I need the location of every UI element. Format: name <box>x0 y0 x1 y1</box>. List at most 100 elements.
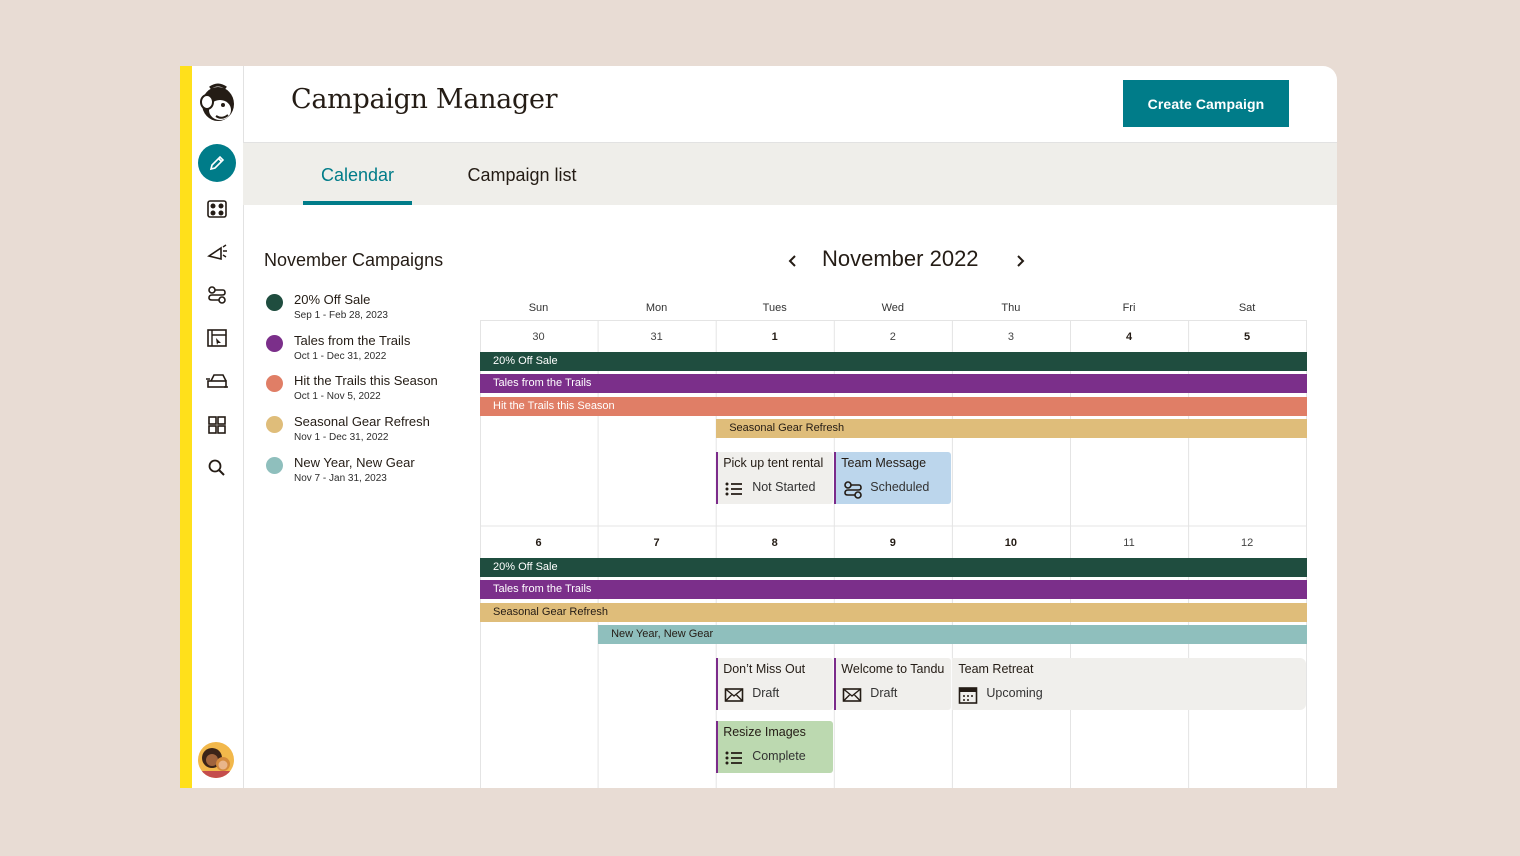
campaign-bar[interactable]: New Year, New Gear <box>598 624 1307 644</box>
campaign-bar[interactable]: Tales from the Trails <box>480 374 1307 394</box>
legend-item-name: 20% Off Sale <box>294 292 371 307</box>
megaphone-icon <box>206 241 228 263</box>
legend-item-dates: Nov 7 - Jan 31, 2023 <box>294 472 387 484</box>
task-title: Resize Images <box>723 725 806 740</box>
task-status: Draft <box>752 686 780 701</box>
task-status: Complete <box>752 749 806 764</box>
legend-item[interactable]: Seasonal Gear Refresh Nov 1 - Dec 31, 202… <box>266 414 466 448</box>
weekday-label: Mon <box>645 302 668 314</box>
weekday-label: Sun <box>528 302 549 314</box>
envelope-icon <box>842 685 862 705</box>
integrations-icon <box>205 370 229 392</box>
legend-color-dot <box>266 456 283 474</box>
next-month-button[interactable] <box>1008 249 1032 273</box>
legend-color-dot <box>266 334 283 352</box>
calendar-date[interactable]: 10 <box>1004 537 1018 549</box>
tab-calendar[interactable]: Calendar <box>303 143 412 205</box>
accent-stripe <box>180 66 192 788</box>
task-title: Welcome to Tandu <box>841 662 945 677</box>
legend-item-dates: Oct 1 - Nov 5, 2022 <box>294 391 381 403</box>
calendar-date[interactable]: 31 <box>650 331 663 343</box>
automation-icon <box>206 284 228 306</box>
calendar-date[interactable]: 1 <box>771 331 778 343</box>
calendar-date[interactable]: 2 <box>889 331 896 343</box>
grid-icon <box>206 414 228 436</box>
weekday-label: Fri <box>1122 302 1136 314</box>
legend-item-name: New Year, New Gear <box>294 454 415 470</box>
campaign-task-card[interactable]: Resize Images Complete <box>716 721 834 774</box>
calendar-date[interactable]: 3 <box>1007 331 1014 343</box>
brand-logo[interactable] <box>196 80 238 126</box>
calendar-icon <box>958 685 978 705</box>
campaign-bar[interactable]: Seasonal Gear Refresh <box>480 602 1307 622</box>
tab-campaign-list[interactable]: Campaign list <box>467 165 577 185</box>
campaign-bar[interactable]: Seasonal Gear Refresh <box>716 418 1307 438</box>
campaign-task-card[interactable]: Don’t Miss Out Draft <box>716 658 834 711</box>
chevron-left-icon <box>788 255 796 267</box>
month-label: November 2022 <box>822 246 979 271</box>
calendar-date[interactable]: 8 <box>771 537 778 549</box>
legend-color-dot <box>266 416 283 434</box>
legend-title: November Campaigns <box>264 250 444 270</box>
campaign-bar[interactable]: 20% Off Sale <box>480 352 1307 371</box>
sidebar <box>192 66 244 788</box>
checklist-icon <box>724 748 744 768</box>
calendar-date[interactable]: 11 <box>1123 537 1135 549</box>
page-title: Campaign Manager <box>291 84 558 115</box>
user-avatar[interactable] <box>198 742 234 778</box>
sidebar-item-automations[interactable] <box>198 276 236 314</box>
legend-item-name: Hit the Trails this Season <box>294 373 438 389</box>
task-status: Scheduled <box>870 480 930 495</box>
task-title: Team Retreat <box>958 662 1034 677</box>
envelope-icon <box>724 685 744 705</box>
campaign-bar[interactable]: 20% Off Sale <box>480 558 1307 577</box>
chevron-right-icon <box>1017 255 1025 267</box>
pencil-icon <box>208 154 226 172</box>
sidebar-item-website[interactable] <box>198 319 236 357</box>
calendar-date[interactable]: 4 <box>1125 331 1133 343</box>
calendar-date[interactable]: 12 <box>1240 537 1254 549</box>
task-status: Draft <box>870 686 898 701</box>
campaign-task-card[interactable]: Team Message Scheduled <box>834 452 952 505</box>
calendar-date[interactable]: 6 <box>535 537 542 549</box>
sidebar-item-campaigns[interactable] <box>198 233 236 271</box>
calendar-date[interactable]: 30 <box>532 331 545 343</box>
legend-item-dates: Oct 1 - Dec 31, 2022 <box>294 350 387 362</box>
campaign-task-card[interactable]: Welcome to Tandu Draft <box>834 658 952 711</box>
website-icon <box>206 327 228 349</box>
legend-item[interactable]: New Year, New Gear Nov 7 - Jan 31, 2023 <box>266 455 466 489</box>
calendar-date[interactable]: 9 <box>889 537 896 549</box>
sidebar-item-create[interactable] <box>198 144 236 182</box>
task-title: Team Message <box>841 456 927 471</box>
legend-color-dot <box>266 375 283 393</box>
page-header: Campaign Manager Create Campaign <box>243 66 1337 143</box>
prev-month-button[interactable] <box>781 249 805 273</box>
calendar-date[interactable]: 5 <box>1244 331 1251 343</box>
tab-bar: Calendar Campaign list <box>243 143 1337 205</box>
audience-icon <box>206 198 228 220</box>
legend-item[interactable]: Hit the Trails this Season Oct 1 - Nov 5,… <box>266 373 466 407</box>
campaign-bar[interactable]: Hit the Trails this Season <box>480 396 1307 416</box>
sidebar-item-search[interactable] <box>198 449 236 487</box>
campaign-task-card[interactable]: Pick up tent rental Not Started <box>716 452 834 505</box>
weekday-label: Sat <box>1238 302 1256 314</box>
legend-item-dates: Sep 1 - Feb 28, 2023 <box>294 310 388 321</box>
legend-item-name: Tales from the Trails <box>294 332 411 348</box>
sidebar-item-audience[interactable] <box>198 190 236 228</box>
campaign-bar[interactable]: Tales from the Trails <box>480 580 1307 600</box>
legend-item[interactable]: 20% Off Sale Sep 1 - Feb 28, 2023 <box>266 292 466 326</box>
legend-item-dates: Nov 1 - Dec 31, 2022 <box>294 432 389 444</box>
task-status: Not Started <box>752 480 816 495</box>
campaign-task-card[interactable]: Team Retreat Upcoming <box>952 658 1306 711</box>
task-status: Upcoming <box>986 686 1043 701</box>
legend-color-dot <box>266 294 283 311</box>
weekday-label: Wed <box>881 302 904 314</box>
search-icon <box>206 457 228 479</box>
sidebar-item-content[interactable] <box>198 406 236 444</box>
calendar-date[interactable]: 7 <box>653 537 660 549</box>
app-window: Campaign Manager Create Campaign Calenda… <box>180 66 1337 788</box>
task-title: Don’t Miss Out <box>723 662 806 677</box>
legend-item[interactable]: Tales from the Trails Oct 1 - Dec 31, 202… <box>266 333 466 367</box>
sidebar-item-integrations[interactable] <box>198 362 236 400</box>
create-campaign-button[interactable]: Create Campaign <box>1123 80 1289 127</box>
